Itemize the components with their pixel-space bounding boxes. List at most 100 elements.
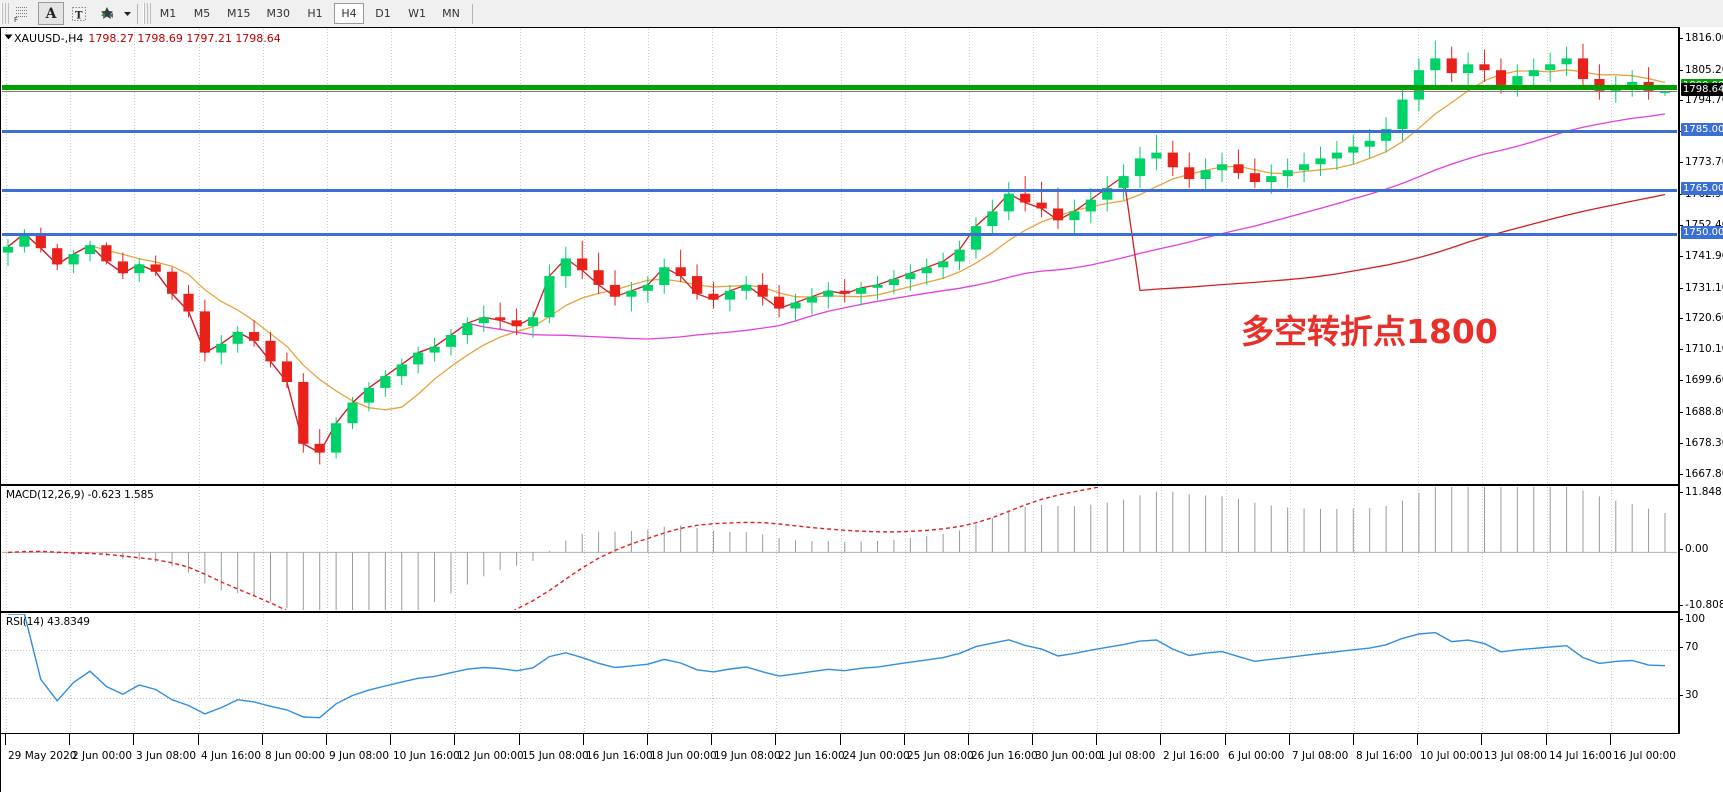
candle-body <box>1134 158 1146 177</box>
candlesticks <box>2 40 1671 465</box>
price-level-tag[interactable]: 1765.00 <box>1681 182 1723 196</box>
rsi-plot[interactable] <box>2 614 1677 732</box>
macd-plot[interactable] <box>2 487 1677 610</box>
price-level-line[interactable] <box>2 189 1677 193</box>
candle-body <box>675 267 686 277</box>
rsi-level-line <box>2 698 1677 699</box>
text-box-t-icon[interactable]: T <box>66 2 92 25</box>
vertical-gridline <box>70 614 71 732</box>
objects-dropdown-chevron-down-icon[interactable] <box>121 2 133 25</box>
candle-body <box>1528 70 1539 77</box>
candle-body <box>1184 167 1195 180</box>
price-level-line[interactable] <box>2 91 1677 93</box>
vertical-gridline <box>1354 614 1355 732</box>
vertical-gridline <box>648 614 649 732</box>
candle-body <box>806 296 817 303</box>
symbol-label: XAUUSD-,H4 <box>14 32 84 45</box>
candle-body <box>1003 193 1014 212</box>
rsi-scale[interactable]: 100 70 30 <box>1679 612 1723 734</box>
candle-body <box>987 211 998 227</box>
time-tick <box>1546 734 1547 745</box>
vertical-gridline <box>1161 614 1162 732</box>
candle-body <box>1446 58 1457 74</box>
text-label-a-icon[interactable]: A <box>38 2 64 25</box>
time-label: 19 Jun 08:00 <box>714 750 781 762</box>
price-plot[interactable] <box>2 29 1677 483</box>
vertical-gridline <box>969 29 970 483</box>
price-pane[interactable]: XAUUSD-,H4 1798.27 1798.69 1797.21 1798.6… <box>0 27 1679 485</box>
timeframe-d1[interactable]: D1 <box>375 7 391 20</box>
candle-body <box>199 311 210 353</box>
macd-pane[interactable]: MACD(12,26,9) -0.623 1.585 <box>0 485 1679 612</box>
time-tick <box>1225 734 1226 745</box>
timeframe-h1[interactable]: H1 <box>307 7 323 20</box>
price-tick-label: 1741.90 <box>1685 249 1723 262</box>
vertical-gridline <box>1161 487 1162 610</box>
vertical-gridline <box>841 29 842 483</box>
candle-body <box>921 267 932 274</box>
price-level-line[interactable] <box>2 233 1677 237</box>
rsi-series <box>8 614 1666 719</box>
time-tick <box>1160 734 1161 745</box>
macd-scale[interactable]: 11.848 0.00 -10.808 <box>1679 485 1723 612</box>
time-tick <box>840 734 841 745</box>
timeframe-w1[interactable]: W1 <box>408 7 426 20</box>
time-tick <box>647 734 648 745</box>
toolbar-divider-end <box>472 3 473 24</box>
timeframe-m1[interactable]: M1 <box>159 7 177 20</box>
objects-shapes-icon[interactable] <box>94 2 120 25</box>
timeframe-m5[interactable]: M5 <box>193 7 211 20</box>
candle-body <box>265 340 276 362</box>
vertical-gridline <box>391 614 392 732</box>
candle-body <box>462 323 473 335</box>
candle-body <box>396 364 407 377</box>
candle-body <box>1217 164 1228 171</box>
price-level-tag[interactable]: 1798.64 <box>1681 83 1723 97</box>
vertical-gridline <box>584 614 585 732</box>
vertical-gridline <box>648 29 649 483</box>
chart-annotation-text: 多空转折点1800 <box>1241 312 1498 351</box>
toolbar-grip[interactable] <box>1 3 9 24</box>
price-level-line[interactable] <box>2 130 1677 134</box>
time-label: 24 Jun 00:00 <box>843 750 910 762</box>
candle-body <box>1397 99 1408 129</box>
candle-body <box>1118 176 1129 188</box>
candle-body <box>413 352 424 365</box>
time-tick <box>262 734 263 745</box>
timeframe-grip[interactable] <box>143 3 151 24</box>
vertical-gridline <box>1290 614 1291 732</box>
vertical-gridline <box>6 29 7 483</box>
vertical-gridline <box>969 614 970 732</box>
vertical-gridline <box>1161 29 1162 483</box>
candle-body <box>1479 64 1490 71</box>
timeframe-m30[interactable]: M30 <box>266 7 291 20</box>
price-level-line[interactable] <box>2 85 1677 91</box>
vertical-gridline <box>1611 487 1612 610</box>
price-level-tag[interactable]: 1750.00 <box>1681 226 1723 240</box>
vertical-gridline <box>712 487 713 610</box>
time-label: 9 Jun 08:00 <box>329 750 390 762</box>
timeframe-h4[interactable]: H4 <box>334 3 364 24</box>
crosshair-f-icon[interactable]: F <box>10 2 36 25</box>
collapse-triangle-icon[interactable] <box>4 34 13 40</box>
candle-body <box>708 293 719 300</box>
time-tick <box>454 734 455 745</box>
rsi-line <box>8 614 1666 719</box>
vertical-gridline <box>584 29 585 483</box>
vertical-gridline <box>1482 29 1483 483</box>
main-toolbar: F A T M1 M5 M15 M30 H1 H4 D1 W1 MN <box>0 0 1723 28</box>
price-level-tag[interactable]: 1785.00 <box>1681 123 1723 137</box>
time-scale[interactable]: 29 May 2020 2 Jun 00:00 3 Jun 08:00 4 Jun 1… <box>0 734 1679 792</box>
price-tick-label: 1678.30 <box>1685 436 1723 449</box>
timeframe-m15[interactable]: M15 <box>227 7 251 20</box>
candle-body <box>331 423 342 453</box>
time-tick <box>968 734 969 745</box>
timeframe-mn[interactable]: MN <box>442 7 460 20</box>
candle-body <box>298 382 309 444</box>
candle-body <box>445 335 457 347</box>
candle-body <box>314 443 325 453</box>
vertical-gridline <box>1547 29 1548 483</box>
rsi-pane[interactable]: RSI(14) 43.8349 <box>0 612 1679 734</box>
price-scale[interactable]: 1816.001805.201794.701784.201773.701762.… <box>1679 27 1723 485</box>
macd-signal-line <box>7 487 1103 610</box>
